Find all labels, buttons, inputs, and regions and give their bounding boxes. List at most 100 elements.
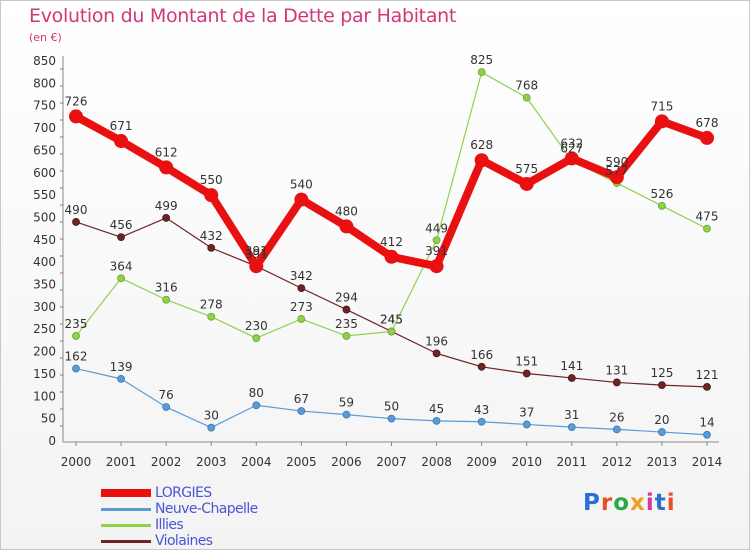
y-tick-label: 150: [33, 367, 56, 381]
data-label-illies: 449: [425, 221, 448, 235]
data-point-illies: [72, 332, 80, 340]
data-point-neuve-chapelle: [252, 401, 261, 410]
legend-swatch-violaines: [101, 540, 151, 543]
y-tick-label: 400: [33, 255, 56, 269]
data-label-illies: 475: [696, 210, 719, 224]
data-point-violaines: [342, 305, 351, 314]
data-label-illies: 278: [200, 298, 223, 312]
data-label-neuve-chapelle: 67: [294, 392, 309, 406]
data-label-lorgies: 678: [696, 116, 719, 130]
data-label-lorgies: 540: [290, 178, 313, 192]
y-tick-label: 650: [33, 143, 56, 157]
data-point-violaines: [297, 284, 306, 293]
data-point-illies: [117, 274, 125, 283]
data-label-neuve-chapelle: 162: [65, 350, 88, 364]
x-tick-label: 2005: [286, 455, 317, 469]
x-tick-label: 2009: [466, 455, 497, 469]
data-label-lorgies: 590: [605, 155, 628, 169]
data-point-neuve-chapelle: [207, 423, 216, 432]
data-point-neuve-chapelle: [387, 414, 396, 423]
data-label-lorgies: 550: [200, 173, 223, 187]
data-label-neuve-chapelle: 31: [564, 408, 579, 422]
data-point-lorgies: [159, 160, 174, 175]
data-label-violaines: 391: [245, 247, 268, 261]
data-point-lorgies: [114, 134, 129, 149]
x-tick-label: 2011: [557, 455, 588, 469]
data-point-lorgies: [204, 188, 219, 203]
y-tick-label: 50: [41, 412, 56, 426]
x-tick-label: 2008: [421, 455, 452, 469]
data-point-neuve-chapelle: [297, 407, 306, 415]
y-tick-label: 700: [33, 121, 56, 135]
data-point-lorgies: [519, 176, 534, 191]
data-label-neuve-chapelle: 14: [699, 416, 714, 430]
data-label-neuve-chapelle: 139: [110, 360, 133, 374]
data-label-violaines: 125: [650, 366, 673, 380]
chart-axes: 0501001502002503003504004505005506006507…: [33, 54, 722, 469]
data-point-lorgies: [700, 130, 714, 145]
legend-swatch-lorgies: [101, 489, 151, 497]
data-point-illies: [522, 93, 531, 102]
data-point-violaines: [117, 233, 125, 242]
data-label-violaines: 166: [470, 348, 493, 362]
data-label-illies: 627: [560, 142, 583, 156]
data-label-illies: 235: [335, 317, 358, 331]
data-label-violaines: 432: [200, 229, 223, 243]
data-label-violaines: 294: [335, 291, 358, 305]
y-tick-label: 300: [33, 300, 56, 314]
data-point-illies: [342, 332, 351, 340]
data-point-violaines: [522, 369, 531, 378]
data-point-illies: [297, 315, 306, 323]
chart-subtitle: (en €): [29, 31, 62, 44]
data-label-neuve-chapelle: 45: [429, 402, 444, 416]
data-point-lorgies: [654, 114, 669, 129]
data-label-illies: 526: [650, 187, 673, 201]
data-point-illies: [387, 327, 396, 336]
data-label-illies: 316: [155, 281, 178, 295]
data-label-lorgies: 480: [335, 204, 358, 218]
data-label-lorgies: 612: [155, 145, 178, 159]
x-tick-label: 2014: [692, 455, 723, 469]
data-point-neuve-chapelle: [477, 417, 486, 426]
data-label-neuve-chapelle: 50: [384, 400, 399, 414]
legend-swatch-illies: [101, 524, 151, 527]
data-point-violaines: [72, 218, 80, 226]
x-tick-label: 2002: [151, 455, 182, 469]
y-tick-label: 250: [33, 322, 56, 336]
data-label-lorgies: 632: [560, 136, 583, 150]
data-label-lorgies: 671: [110, 119, 133, 133]
data-label-neuve-chapelle: 37: [519, 405, 534, 419]
data-point-neuve-chapelle: [522, 420, 531, 429]
data-point-illies: [252, 334, 261, 343]
legend-swatch-neuve-chapelle: [101, 508, 151, 511]
x-tick-label: 2000: [61, 455, 92, 469]
data-label-lorgies: 391: [425, 244, 448, 258]
data-label-violaines: 342: [290, 269, 313, 283]
legend-label-violaines: Violaines: [155, 533, 213, 549]
y-tick-label: 450: [33, 233, 56, 247]
data-label-illies: 364: [110, 259, 133, 273]
data-point-illies: [207, 312, 216, 321]
y-tick-label: 800: [33, 76, 56, 90]
data-label-violaines: 121: [696, 368, 719, 382]
data-label-lorgies: 726: [65, 94, 88, 108]
data-label-lorgies: 391: [245, 244, 268, 258]
data-label-neuve-chapelle: 76: [159, 388, 174, 402]
data-point-violaines: [703, 383, 711, 391]
data-point-violaines: [207, 243, 216, 252]
data-label-illies: 230: [245, 319, 268, 333]
legend-label-lorgies: LORGIES: [155, 485, 212, 501]
data-label-illies: 235: [65, 317, 88, 331]
x-tick-label: 2010: [511, 455, 542, 469]
data-label-violaines: 151: [515, 354, 538, 368]
data-label-violaines: 456: [110, 218, 133, 232]
data-label-violaines: 131: [605, 363, 628, 377]
y-tick-label: 200: [33, 345, 56, 359]
data-point-neuve-chapelle: [658, 428, 666, 436]
x-tick-label: 2012: [602, 455, 633, 469]
data-point-lorgies: [564, 151, 579, 166]
data-point-violaines: [432, 349, 441, 358]
data-label-neuve-chapelle: 43: [474, 403, 489, 417]
data-label-illies: 768: [515, 79, 538, 93]
data-point-neuve-chapelle: [117, 374, 125, 383]
